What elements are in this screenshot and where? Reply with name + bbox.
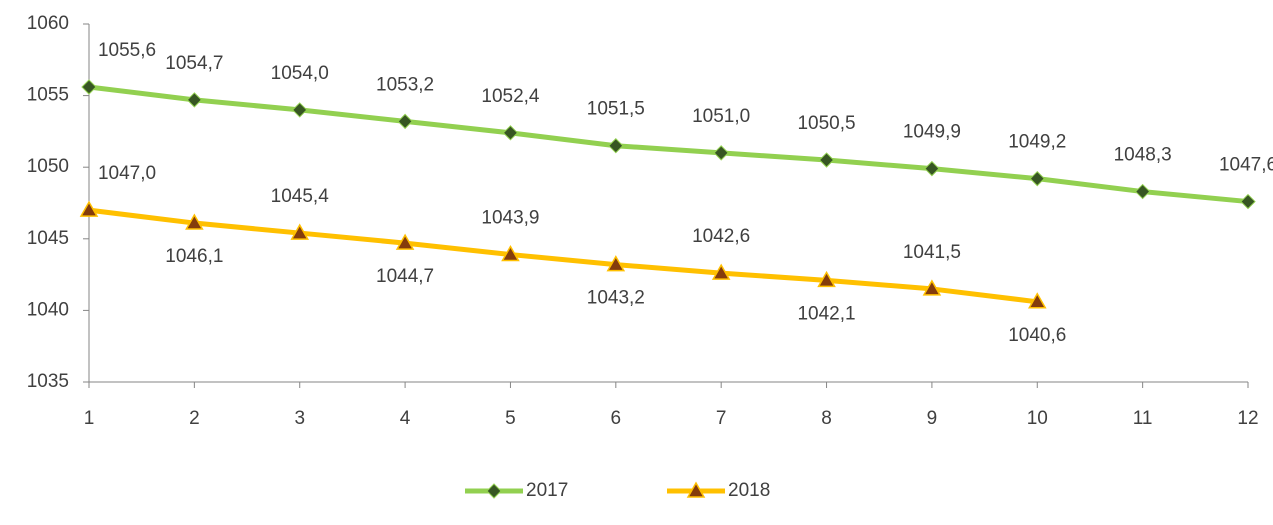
point — [924, 160, 940, 177]
data-label: 1044,7 — [376, 266, 434, 287]
data-label: 1047,0 — [98, 163, 156, 184]
point — [1134, 183, 1151, 200]
legend-label: 2017 — [526, 480, 568, 501]
point — [397, 113, 413, 130]
y-tick-label: 1040 — [27, 299, 69, 320]
point — [922, 279, 942, 296]
x-tick-label: 1 — [84, 408, 95, 429]
data-label: 1043,9 — [481, 208, 539, 229]
y-tick-label: 1055 — [27, 85, 69, 106]
y-tick-label: 1060 — [27, 13, 69, 34]
point — [81, 79, 97, 95]
data-label: 1051,5 — [587, 99, 645, 120]
point — [395, 233, 415, 250]
x-tick-label: 7 — [716, 408, 727, 429]
point — [185, 213, 204, 230]
data-label: 1042,1 — [797, 303, 855, 324]
x-tick-label: 4 — [400, 408, 411, 429]
data-label: 1053,2 — [376, 74, 434, 95]
point — [501, 245, 520, 262]
data-label: 1049,9 — [903, 122, 961, 143]
point — [711, 263, 731, 280]
data-label: 1051,0 — [692, 106, 750, 127]
y-tick-label: 1035 — [27, 371, 69, 392]
x-tick-label: 3 — [294, 408, 305, 429]
y-tick-label: 1045 — [27, 228, 69, 249]
data-label: 1046,1 — [165, 246, 223, 267]
point — [290, 223, 310, 240]
data-label: 1048,3 — [1114, 145, 1172, 166]
data-label: 1055,6 — [98, 40, 156, 61]
x-tick-label: 2 — [189, 408, 200, 429]
point — [713, 145, 729, 161]
point — [292, 102, 308, 118]
x-tick-label: 5 — [505, 408, 516, 429]
point — [486, 483, 502, 499]
data-label: 1041,5 — [903, 242, 961, 263]
data-label: 1054,7 — [165, 53, 223, 74]
legend-label: 2018 — [728, 480, 770, 501]
x-tick-label: 9 — [927, 408, 938, 429]
point — [1240, 193, 1256, 210]
point — [818, 152, 835, 168]
point — [686, 481, 706, 498]
data-label: 1045,4 — [271, 186, 330, 207]
x-tick-label: 11 — [1133, 408, 1153, 429]
point — [79, 200, 99, 217]
x-tick-label: 10 — [1027, 408, 1048, 429]
data-label: 1047,6 — [1219, 155, 1273, 176]
point — [1027, 292, 1047, 309]
data-label: 1052,4 — [481, 86, 540, 107]
x-tick-label: 8 — [821, 408, 832, 429]
data-label: 1050,5 — [797, 113, 855, 134]
series-line — [88, 207, 1038, 305]
point — [502, 125, 519, 141]
point — [608, 138, 624, 154]
x-tick-label: 12 — [1237, 408, 1258, 429]
data-label: 1049,2 — [1008, 132, 1066, 153]
data-label: 1054,0 — [271, 63, 329, 84]
data-label: 1042,6 — [692, 226, 750, 247]
point — [1029, 170, 1045, 187]
x-tick-label: 6 — [611, 408, 622, 429]
point — [186, 92, 203, 108]
data-label: 1040,6 — [1008, 325, 1066, 346]
data-label: 1043,2 — [587, 288, 645, 309]
point — [817, 270, 836, 288]
y-tick-label: 1050 — [27, 156, 69, 177]
point — [606, 255, 626, 272]
series-line — [88, 84, 1249, 205]
